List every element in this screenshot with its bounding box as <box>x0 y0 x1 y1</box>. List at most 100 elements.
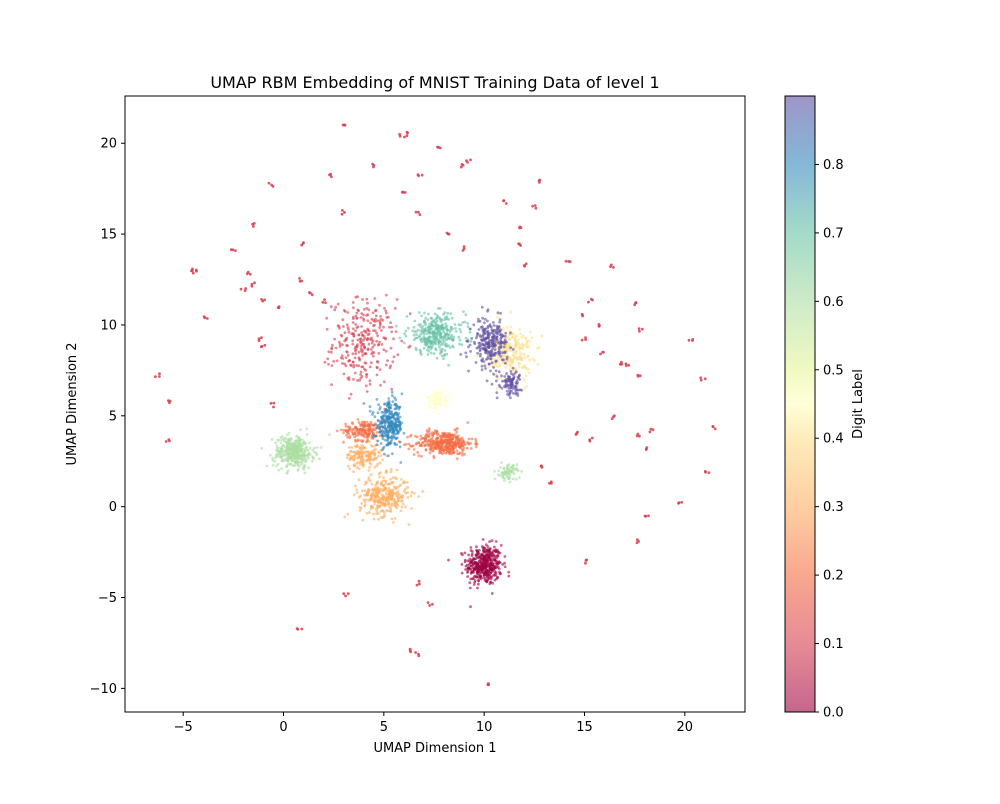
scatter-point <box>483 362 486 366</box>
scatter-point <box>440 354 444 358</box>
scatter-point <box>437 447 441 451</box>
scatter-point <box>460 436 464 440</box>
scatter-point <box>307 466 311 470</box>
scatter-point <box>378 461 382 465</box>
scatter-point <box>280 438 283 442</box>
scatter-point <box>355 488 359 492</box>
scatter-point <box>373 343 376 347</box>
scatter-point <box>374 428 377 432</box>
scatter-point <box>466 571 469 574</box>
scatter-point <box>581 314 585 318</box>
scatter-point <box>191 271 195 275</box>
scatter-point <box>370 413 374 416</box>
scatter-point <box>418 213 422 217</box>
scatter-point <box>282 459 285 463</box>
scatter-point <box>493 348 497 351</box>
scatter-point <box>444 399 448 403</box>
scatter-point <box>699 378 703 382</box>
scatter-point <box>511 335 514 339</box>
scatter-point <box>371 410 375 414</box>
scatter-point <box>464 564 468 568</box>
scatter-point <box>486 571 489 575</box>
scatter-point <box>431 431 434 435</box>
scatter-point <box>480 338 484 342</box>
scatter-point <box>341 357 345 360</box>
scatter-point <box>359 447 362 450</box>
scatter-point <box>486 309 489 313</box>
scatter-point <box>389 420 393 424</box>
scatter-point <box>468 330 472 334</box>
scatter-point <box>355 311 359 315</box>
scatter-point <box>314 451 318 455</box>
scatter-point <box>469 546 473 549</box>
scatter-point <box>362 447 366 450</box>
scatter-point <box>499 544 503 547</box>
scatter-point <box>427 339 431 343</box>
scatter-point <box>375 443 379 447</box>
scatter-point <box>319 446 323 449</box>
scatter-point <box>415 336 419 340</box>
scatter-point <box>486 355 490 359</box>
scatter-point <box>434 407 438 411</box>
scatter-point <box>365 420 369 424</box>
scatter-point <box>354 314 358 318</box>
scatter-point <box>362 319 366 322</box>
scatter-point <box>412 325 416 329</box>
scatter-point <box>373 502 376 506</box>
scatter-point <box>359 430 363 434</box>
scatter-point <box>438 336 442 339</box>
scatter-point <box>488 357 492 360</box>
scatter-point <box>418 582 421 586</box>
scatter-point <box>452 335 456 339</box>
scatter-point <box>359 370 363 374</box>
scatter-point <box>357 495 361 499</box>
scatter-point <box>445 388 448 392</box>
scatter-point <box>422 335 426 338</box>
scatter-point <box>360 443 364 447</box>
scatter-point <box>504 473 507 477</box>
scatter-point <box>516 394 520 397</box>
scatter-point <box>489 369 492 373</box>
scatter-point <box>269 453 272 457</box>
scatter-point <box>491 581 495 585</box>
scatter-point <box>395 491 399 495</box>
scatter-point <box>420 173 424 177</box>
scatter-point <box>525 385 528 389</box>
scatter-point <box>514 392 518 396</box>
scatter-point <box>308 291 311 294</box>
scatter-point <box>446 445 450 448</box>
scatter-point <box>445 352 449 356</box>
scatter-point <box>292 444 296 448</box>
scatter-point <box>501 379 504 383</box>
scatter-point <box>354 329 357 333</box>
scatter-point <box>392 337 395 341</box>
x-tick-label: 10 <box>476 720 493 735</box>
scatter-point <box>529 330 532 334</box>
scatter-point <box>386 403 389 407</box>
scatter-point <box>431 320 434 323</box>
scatter-point <box>538 178 542 182</box>
scatter-point <box>415 333 419 336</box>
scatter-point <box>359 337 363 340</box>
scatter-point <box>252 225 255 228</box>
scatter-point <box>370 429 374 433</box>
scatter-point <box>381 417 385 421</box>
scatter-point <box>372 351 376 354</box>
scatter-point <box>363 308 366 311</box>
scatter-point <box>360 489 364 493</box>
scatter-point <box>438 392 441 396</box>
scatter-point <box>290 454 293 458</box>
scatter-point <box>370 450 374 454</box>
scatter-point <box>525 340 529 343</box>
scatter-point <box>480 305 484 309</box>
scatter-point <box>382 336 386 340</box>
scatter-point <box>287 431 291 435</box>
scatter-point <box>403 135 406 139</box>
scatter-point <box>511 348 515 351</box>
scatter-point <box>428 344 431 348</box>
scatter-point <box>382 483 385 487</box>
scatter-point <box>430 437 434 440</box>
scatter-point <box>421 490 425 493</box>
scatter-point <box>342 440 345 444</box>
scatter-point <box>445 317 449 321</box>
